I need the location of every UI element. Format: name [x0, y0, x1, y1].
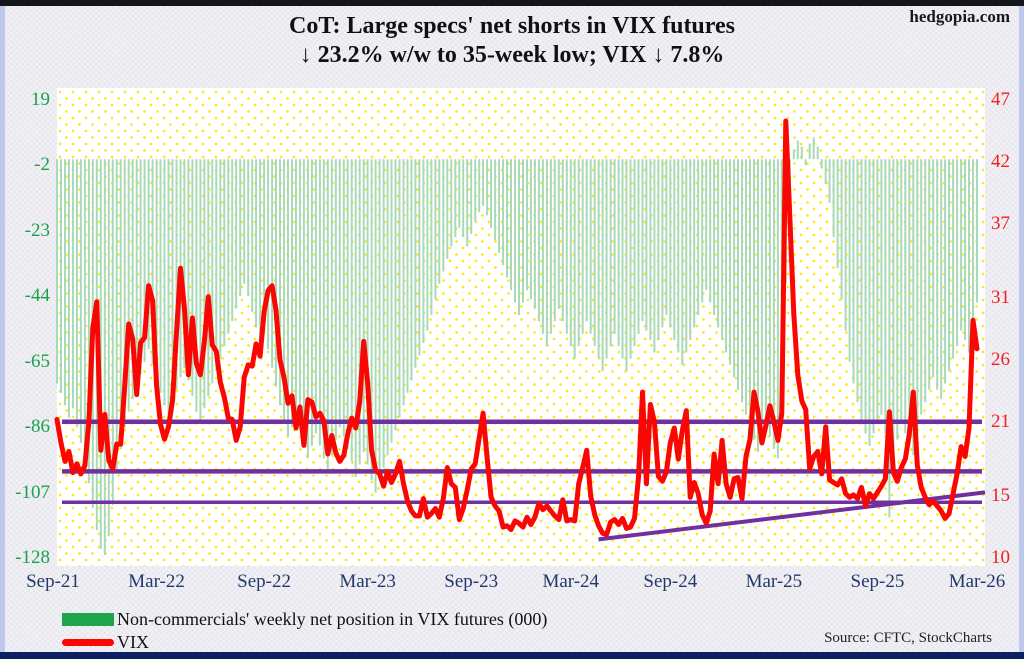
net-position-label: Non-commercials' weekly net position in … [117, 609, 548, 629]
source-note: Source: CFTC, StockCharts [824, 630, 992, 646]
legend: Non-commercials' weekly net position in … [62, 608, 547, 654]
right-axis-tick: 21 [991, 410, 1010, 432]
left-axis-tick: -44 [24, 285, 50, 307]
legend-row-net-position: Non-commercials' weekly net position in … [62, 608, 547, 631]
x-axis-tick: Mar-25 [745, 571, 803, 592]
chart-title-line1: CoT: Large specs' net shorts in VIX futu… [288, 13, 735, 39]
x-axis-tick: Sep-22 [237, 571, 291, 592]
right-axis-tick: 26 [991, 348, 1010, 370]
x-axis-tick: Mar-22 [128, 571, 185, 592]
bottom-edge-bar [0, 652, 1024, 659]
x-axis-tick: Sep-24 [643, 571, 698, 592]
left-axis-tick: -65 [24, 350, 50, 372]
left-axis-tick: -2 [34, 154, 50, 176]
left-axis-tick: 19 [31, 89, 50, 110]
net-position-swatch [62, 613, 114, 626]
x-axis-tick: Sep-23 [444, 571, 499, 592]
right-edge-strip [1019, 6, 1024, 652]
vix-line-swatch [62, 639, 114, 646]
right-axis-tick: 15 [991, 485, 1010, 507]
right-axis-tick: 37 [991, 212, 1010, 234]
x-axis-tick: Mar-24 [542, 571, 600, 592]
right-axis-tick: 42 [991, 150, 1010, 172]
top-edge-bar [0, 0, 1024, 6]
left-axis-tick: -86 [24, 416, 50, 438]
right-axis-tick: 31 [991, 287, 1010, 309]
legend-row-vix: VIX [62, 631, 547, 654]
x-axis-tick: Mar-23 [339, 571, 396, 592]
vix-label: VIX [117, 632, 149, 652]
chart-title: CoT: Large specs' net shorts in VIX futu… [0, 12, 1024, 70]
left-axis-tick: -128 [15, 547, 50, 568]
left-axis-tick: -23 [24, 219, 50, 241]
x-axis-tick: Sep-21 [26, 571, 80, 592]
site-watermark: hedgopia.com [909, 7, 1010, 26]
right-axis-tick: 47 [991, 89, 1010, 110]
x-axis-tick: Sep-25 [850, 571, 905, 592]
x-axis-tick: Mar-26 [948, 571, 1006, 592]
left-edge-strip [0, 6, 5, 652]
plot-area-dotted-background [57, 88, 985, 566]
left-axis-tick: -107 [15, 481, 50, 503]
chart-title-line2: ↓ 23.2% w/w to 35-week low; VIX ↓ 7.8% [299, 42, 725, 68]
right-axis-tick: 10 [991, 547, 1010, 568]
